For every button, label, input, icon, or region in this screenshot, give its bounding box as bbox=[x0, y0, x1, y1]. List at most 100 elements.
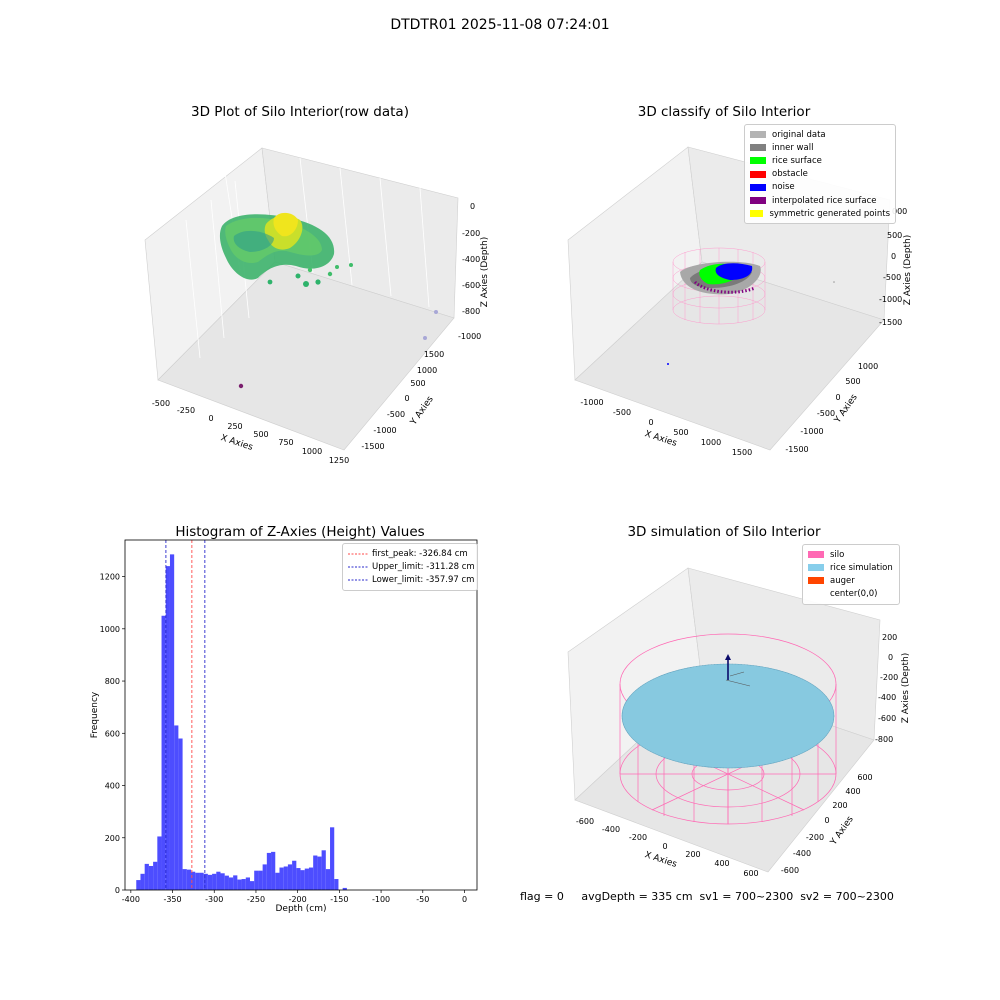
z-tick: -800 bbox=[875, 735, 893, 744]
histogram-bar bbox=[237, 879, 242, 890]
legend-item: obstacle bbox=[750, 168, 890, 181]
legend-label: obstacle bbox=[772, 169, 808, 180]
z-tick: 500 bbox=[887, 231, 902, 240]
x-tick: 0 bbox=[208, 414, 213, 423]
x-tick-label: 0 bbox=[462, 895, 467, 904]
legend-item: Lower_limit: -357.97 cm bbox=[348, 573, 474, 586]
legend-item: Upper_limit: -311.28 cm bbox=[348, 560, 475, 573]
histogram-bar bbox=[296, 868, 301, 890]
histogram-bar bbox=[228, 877, 234, 890]
histogram-bar bbox=[304, 868, 309, 890]
histogram-bar bbox=[157, 836, 162, 890]
histogram-bar bbox=[169, 554, 175, 890]
histogram-bar bbox=[275, 872, 280, 890]
y-tick: -1000 bbox=[373, 426, 396, 435]
histogram-bar bbox=[233, 875, 238, 890]
histogram-bar bbox=[220, 873, 225, 890]
z-tick: -1000 bbox=[879, 295, 902, 304]
legend-label: center(0,0) bbox=[830, 589, 878, 600]
histogram-bar bbox=[224, 875, 229, 890]
histogram-vlines bbox=[165, 540, 206, 890]
grid-line bbox=[185, 219, 201, 359]
x-tick: -600 bbox=[576, 817, 594, 826]
legend-item: auger bbox=[808, 574, 894, 587]
histogram-bar bbox=[178, 738, 183, 890]
histogram-bar bbox=[249, 881, 255, 890]
x-tick: 200 bbox=[685, 850, 700, 859]
legend-swatch bbox=[750, 170, 766, 178]
legend-swatch bbox=[808, 591, 824, 598]
histogram-bar bbox=[325, 869, 331, 890]
x-tick: 1250 bbox=[329, 456, 349, 465]
legend-item: first_peak: -326.84 cm bbox=[348, 547, 472, 560]
x-tick: 600 bbox=[743, 869, 758, 878]
z-tick: 0 bbox=[891, 252, 896, 261]
z-tick: -400 bbox=[462, 255, 480, 264]
grid-line bbox=[210, 199, 225, 339]
status-footer: flag = 0 avgDepth = 335 cm sv1 = 700~230… bbox=[520, 890, 894, 903]
legend-label: Upper_limit: -311.28 cm bbox=[372, 561, 475, 572]
x-tick-label: -400 bbox=[122, 895, 140, 904]
histogram-bar bbox=[140, 873, 145, 890]
histogram-bar bbox=[207, 874, 213, 890]
histogram-bar bbox=[287, 864, 293, 890]
legend-swatch bbox=[750, 157, 766, 165]
x-tick: 500 bbox=[253, 430, 268, 439]
legend-swatch bbox=[750, 131, 766, 139]
x-tick: 0 bbox=[662, 842, 667, 851]
legend-swatch bbox=[808, 551, 824, 559]
y-tick: 1500 bbox=[424, 350, 444, 359]
histogram-bar bbox=[241, 879, 246, 890]
plot1-title: 3D Plot of Silo Interior(row data) bbox=[191, 104, 409, 120]
histogram-bar bbox=[216, 871, 221, 890]
histogram-bar bbox=[300, 870, 305, 890]
legend-label: auger bbox=[830, 575, 855, 586]
histogram-bar bbox=[195, 872, 200, 890]
x-tick: 400 bbox=[714, 859, 729, 868]
figure-title: DTDTR01 2025-11-08 07:24:01 bbox=[390, 17, 610, 33]
z-tick: -200 bbox=[880, 673, 898, 682]
histogram-bar bbox=[279, 867, 284, 890]
z-tick-partial: 000 bbox=[892, 207, 907, 216]
y-ticks: 0 200 400 600 800 1000 1200 bbox=[100, 573, 125, 895]
y-tick-label: 1000 bbox=[100, 625, 120, 634]
y-tick: -400 bbox=[793, 849, 811, 858]
z-tick: -500 bbox=[883, 273, 901, 282]
z-tick: 0 bbox=[888, 653, 893, 662]
legend-label: interpolated rice surface bbox=[772, 195, 877, 206]
histogram-bar bbox=[317, 856, 322, 890]
y-tick-label: 800 bbox=[105, 677, 120, 686]
classified-cloud bbox=[667, 247, 835, 365]
z-tick: 0 bbox=[470, 202, 475, 211]
grid-line bbox=[419, 187, 430, 308]
y-axis-label: Frequency bbox=[90, 691, 100, 738]
y-tick-label: 1200 bbox=[100, 573, 120, 582]
x-tick: -250 bbox=[177, 406, 195, 415]
y-tick: -600 bbox=[781, 866, 799, 875]
histogram-bar bbox=[245, 877, 250, 890]
histogram-bar bbox=[212, 873, 217, 890]
x-tick: 1000 bbox=[701, 438, 721, 447]
histogram-bar bbox=[182, 869, 187, 890]
x-tick: -200 bbox=[629, 833, 647, 842]
y-tick: 1000 bbox=[417, 366, 437, 375]
y-tick: 1000 bbox=[858, 362, 878, 371]
x-tick: -1000 bbox=[580, 398, 603, 407]
histogram-bar bbox=[321, 850, 326, 890]
legend-label: silo bbox=[830, 549, 845, 560]
histogram-bar bbox=[153, 861, 158, 890]
histogram-bar bbox=[308, 867, 314, 890]
histogram-bar bbox=[283, 866, 288, 890]
z-tick: -200 bbox=[462, 229, 480, 238]
legend-label: original data bbox=[772, 129, 826, 140]
histogram-bars bbox=[136, 554, 347, 890]
x-tick: 250 bbox=[227, 422, 242, 431]
y-tick: 600 bbox=[857, 773, 872, 782]
legend-item: original data bbox=[750, 128, 890, 141]
legend-label: rice surface bbox=[772, 155, 822, 166]
y-tick: -500 bbox=[387, 410, 405, 419]
legend-item: inner wall bbox=[750, 141, 890, 154]
